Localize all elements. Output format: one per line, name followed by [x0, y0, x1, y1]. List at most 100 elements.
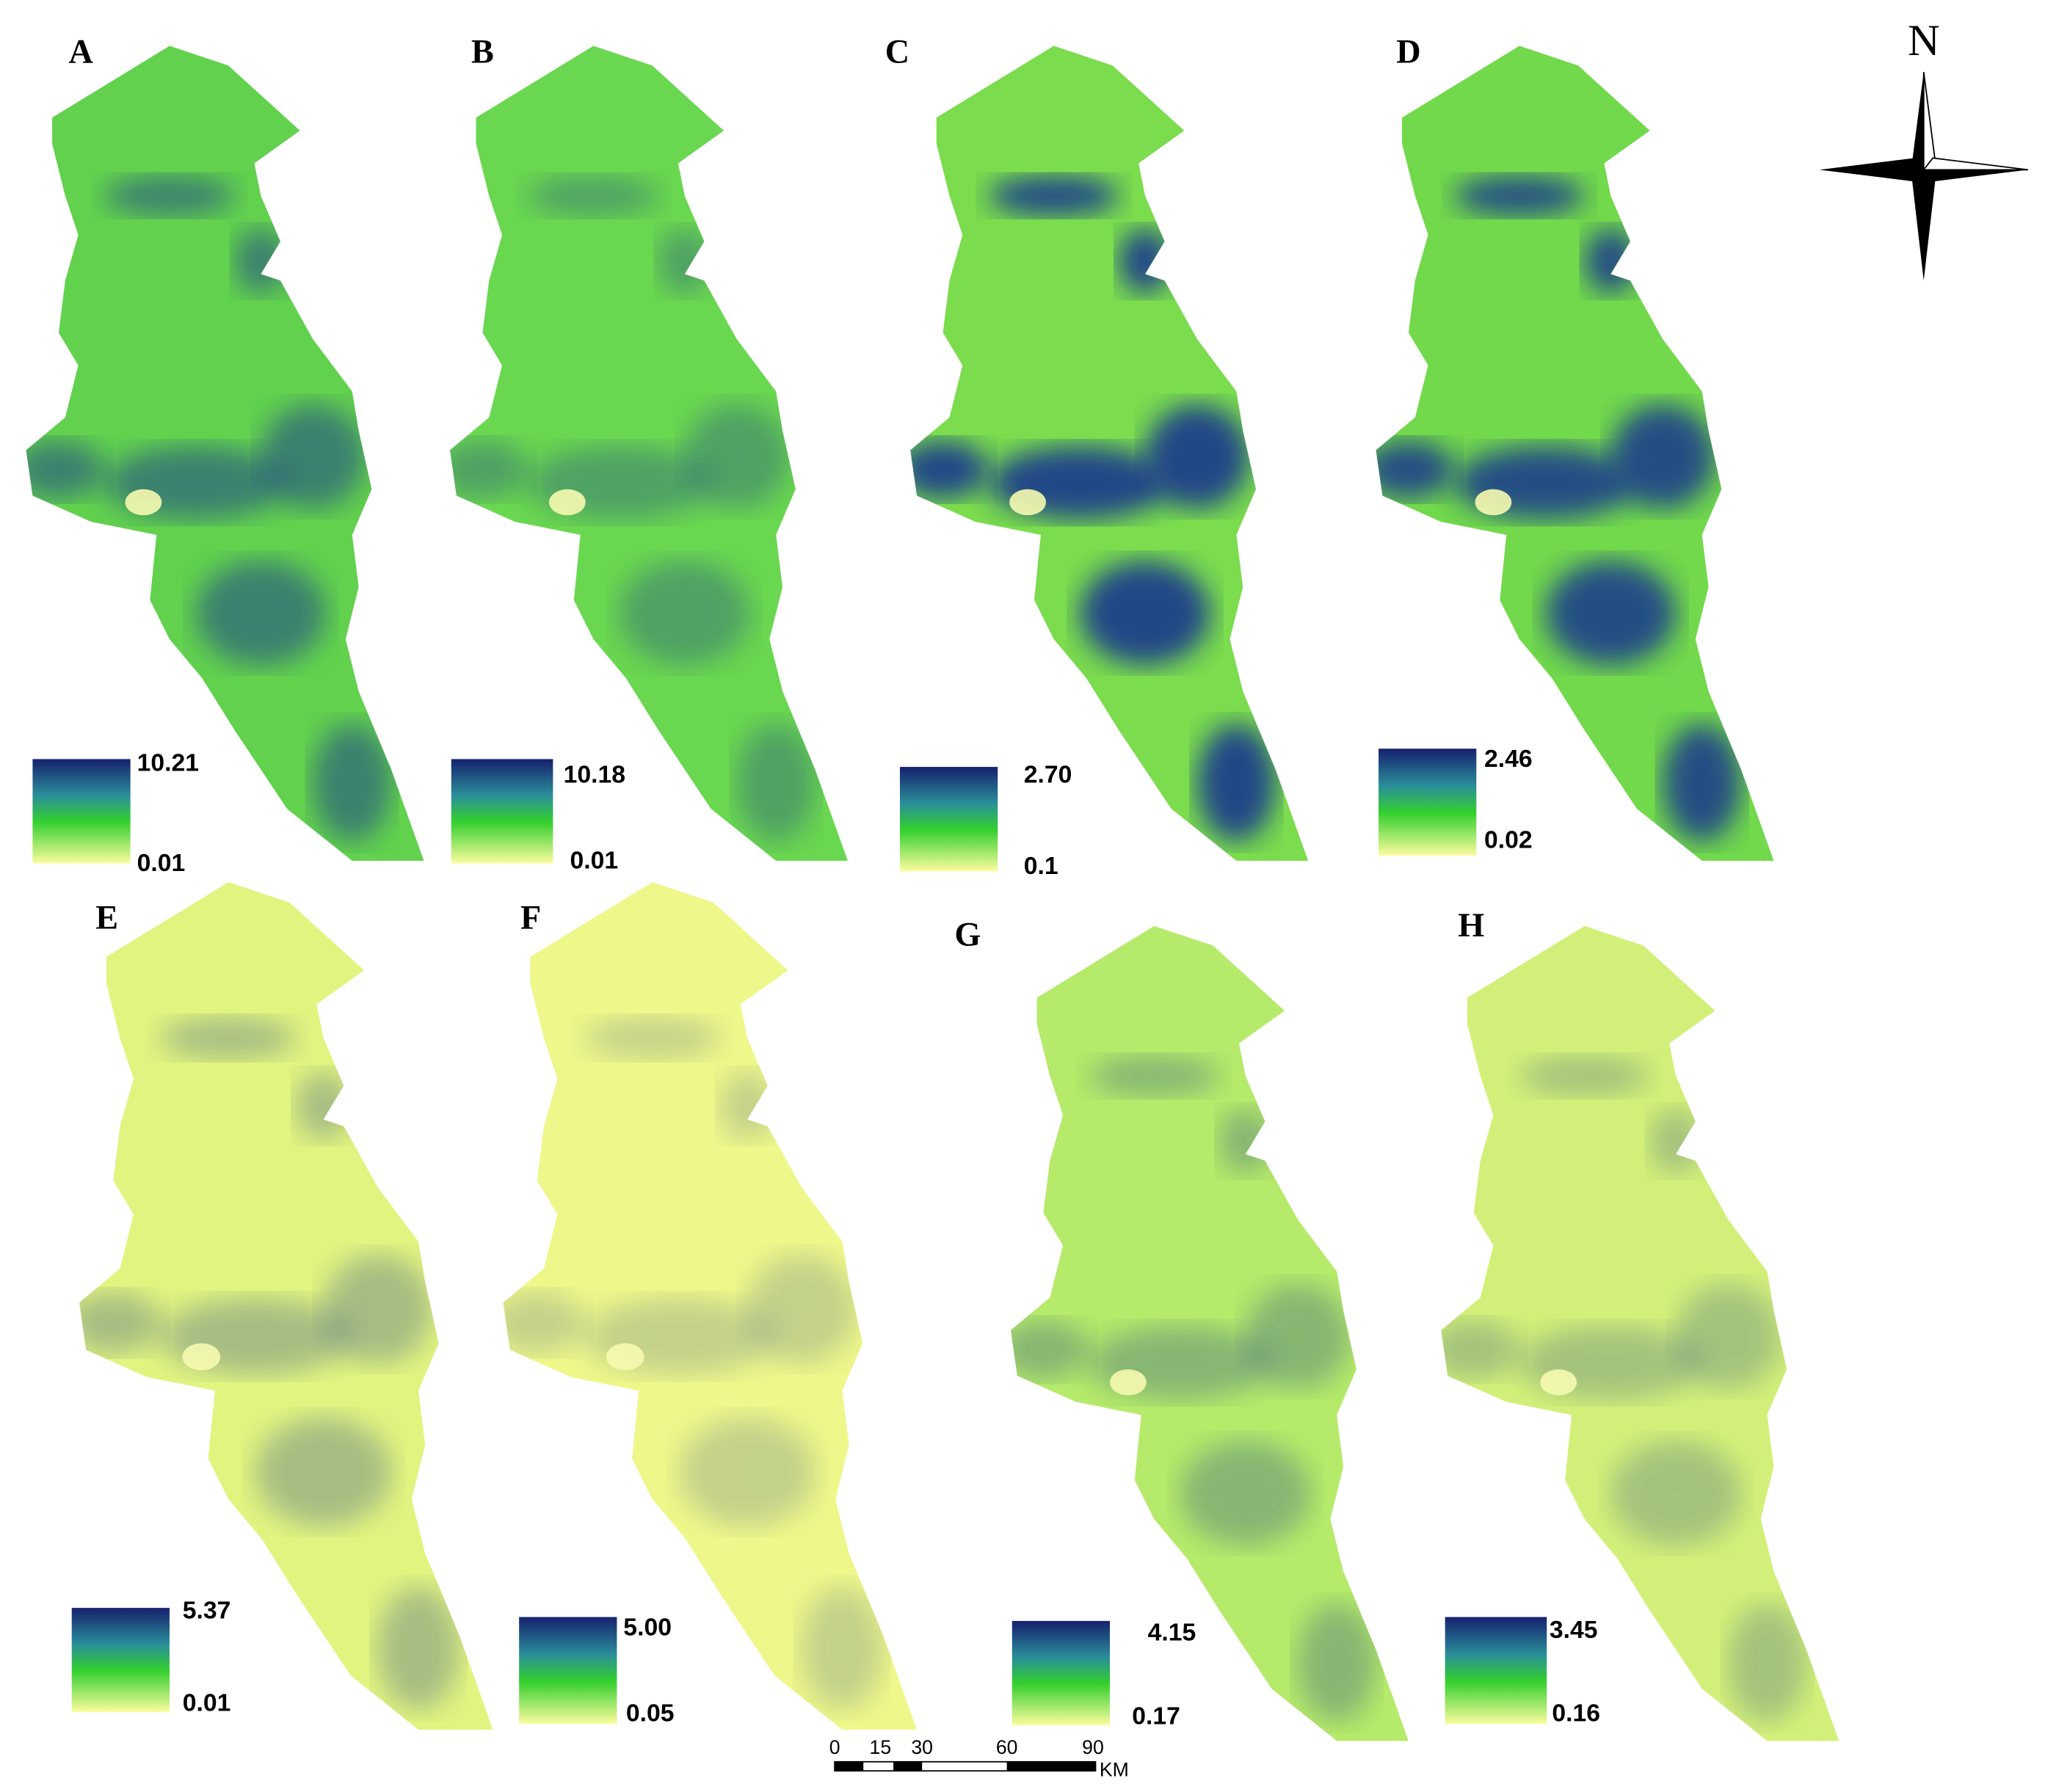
scale-bar — [834, 1760, 1097, 1772]
panel-label: D — [1396, 33, 1420, 70]
panel-label: C — [885, 33, 909, 70]
low-value-area — [549, 489, 586, 516]
scale-tick-label: 30 — [911, 1736, 933, 1758]
legend-ramp — [32, 759, 131, 864]
high-value-area — [1676, 1284, 1781, 1389]
high-value-area — [449, 440, 528, 499]
high-value-area — [1297, 1603, 1376, 1722]
legend-max: 2.70 — [1024, 760, 1072, 788]
north-arrow — [1819, 71, 2029, 281]
legend-min: 0.01 — [137, 849, 186, 877]
high-value-area — [79, 1293, 161, 1353]
scale-unit: KM — [1100, 1758, 1129, 1780]
high-value-area — [160, 1017, 297, 1059]
legend-max: 10.18 — [564, 760, 625, 788]
high-value-area — [747, 1255, 856, 1364]
legend-max: 10.21 — [137, 749, 199, 776]
high-value-area — [1545, 561, 1677, 666]
legend-min: 0.02 — [1484, 826, 1533, 853]
high-value-area — [910, 440, 989, 499]
value-patches — [910, 176, 1276, 842]
value-patches — [503, 1017, 883, 1710]
high-value-area — [1180, 1440, 1311, 1545]
low-value-area — [125, 489, 162, 516]
low-value-area — [606, 1343, 644, 1371]
value-patches — [449, 176, 816, 842]
panel-label: A — [68, 33, 93, 70]
value-patches — [79, 1017, 460, 1710]
high-value-area — [1728, 1603, 1806, 1722]
map-panel — [910, 45, 1309, 862]
high-value-area — [584, 1017, 721, 1059]
low-value-area — [1540, 1369, 1577, 1396]
high-value-area — [1119, 228, 1172, 294]
high-value-area — [296, 1071, 351, 1140]
map-panel — [1441, 925, 1839, 1741]
high-value-area — [1610, 404, 1715, 509]
high-value-area — [323, 1255, 432, 1364]
high-value-area — [1219, 1108, 1272, 1174]
map-panel — [26, 45, 424, 862]
high-value-area — [1376, 440, 1455, 499]
high-value-area — [736, 724, 816, 842]
legend-max: 3.45 — [1550, 1616, 1598, 1644]
map-panel — [1011, 925, 1409, 1741]
legend-max: 2.46 — [1484, 745, 1533, 773]
legend-min: 0.05 — [626, 1700, 675, 1727]
high-value-area — [1011, 1321, 1089, 1379]
high-value-area — [1441, 1321, 1519, 1379]
high-value-area — [802, 1587, 883, 1710]
high-value-area — [234, 228, 287, 294]
scale-tick-label: 0 — [829, 1736, 840, 1758]
value-patches — [1376, 176, 1742, 842]
map-panel — [1376, 45, 1774, 862]
low-value-area — [1009, 489, 1046, 516]
high-value-area — [503, 1293, 585, 1353]
high-value-area — [1610, 1440, 1742, 1545]
legend-ramp — [1379, 749, 1477, 856]
high-value-area — [720, 1071, 775, 1140]
low-value-area — [1110, 1369, 1147, 1396]
high-value-area — [1245, 1284, 1350, 1389]
north-label: N — [1908, 16, 1940, 65]
low-value-area — [1475, 489, 1512, 516]
legend-max: 5.00 — [623, 1613, 672, 1641]
high-value-area — [261, 404, 366, 509]
map-panel — [449, 45, 848, 862]
panel-label: B — [471, 33, 494, 70]
high-value-area — [1197, 724, 1276, 842]
high-value-area — [619, 561, 750, 666]
high-value-area — [1089, 1056, 1220, 1096]
high-value-area — [1519, 1056, 1650, 1096]
legend-ramp — [71, 1608, 170, 1713]
legend-min: 0.01 — [570, 847, 618, 875]
low-value-area — [182, 1343, 221, 1371]
high-value-area — [658, 228, 711, 294]
high-value-area — [684, 404, 789, 509]
legend-min: 0.01 — [183, 1689, 231, 1716]
scale-tick-label: 15 — [870, 1736, 892, 1758]
map-panel — [79, 882, 493, 1730]
panel-label: E — [95, 898, 118, 936]
legend-max: 5.37 — [183, 1596, 231, 1624]
high-value-area — [1080, 561, 1210, 666]
high-value-area — [255, 1418, 392, 1526]
legend-min: 0.17 — [1132, 1702, 1180, 1730]
high-value-area — [104, 176, 235, 216]
high-value-area — [1145, 404, 1250, 509]
high-value-area — [1584, 228, 1637, 294]
high-value-area — [1649, 1108, 1702, 1174]
high-value-area — [313, 724, 392, 842]
value-patches — [1011, 1056, 1376, 1722]
legend-ramp — [451, 759, 553, 864]
high-value-area — [679, 1418, 816, 1526]
scale-tick-label: 60 — [996, 1736, 1018, 1758]
high-value-area — [377, 1587, 460, 1710]
scale-tick-label: 90 — [1082, 1736, 1104, 1758]
panel-label: H — [1458, 906, 1484, 944]
panel-label: F — [520, 898, 541, 936]
high-value-area — [1663, 724, 1742, 842]
high-value-area — [988, 176, 1119, 216]
